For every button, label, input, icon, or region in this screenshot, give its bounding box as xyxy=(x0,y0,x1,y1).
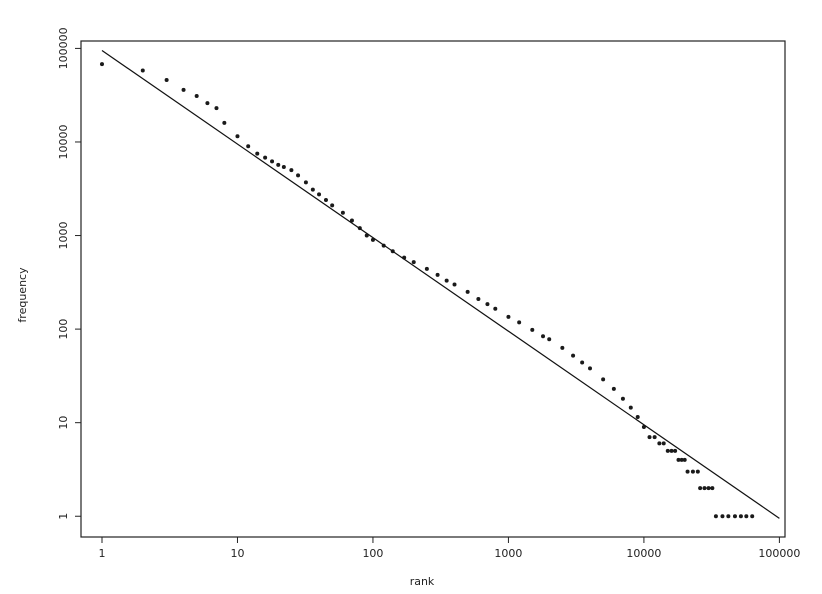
data-point xyxy=(517,320,522,325)
data-point xyxy=(685,469,690,474)
y-tick-label: 10 xyxy=(57,416,70,430)
data-point xyxy=(289,168,294,173)
data-point xyxy=(738,514,743,519)
data-point xyxy=(194,94,199,99)
y-axis-title: frequency xyxy=(16,267,29,323)
data-point xyxy=(235,134,240,139)
data-point xyxy=(732,514,737,519)
data-point xyxy=(726,514,731,519)
data-point xyxy=(485,302,490,307)
data-point xyxy=(698,486,703,491)
data-point xyxy=(246,144,251,149)
y-tick-label: 1000 xyxy=(57,222,70,250)
data-point xyxy=(571,353,576,358)
data-point xyxy=(214,106,219,111)
y-tick-label: 10000 xyxy=(57,124,70,159)
data-point xyxy=(676,457,681,462)
data-point xyxy=(317,192,322,197)
data-point xyxy=(702,486,707,491)
data-point xyxy=(281,165,286,170)
x-tick-label: 1 xyxy=(98,547,105,560)
data-point xyxy=(506,314,511,319)
data-point xyxy=(444,278,449,283)
data-point xyxy=(682,457,687,462)
data-point xyxy=(222,120,227,125)
data-point xyxy=(657,441,662,446)
data-point xyxy=(710,486,715,491)
data-point xyxy=(635,414,640,419)
data-point xyxy=(276,162,281,167)
data-point xyxy=(706,486,711,491)
data-point xyxy=(547,337,552,342)
x-axis-title: rank xyxy=(410,575,435,588)
data-point xyxy=(340,210,345,215)
data-point xyxy=(647,435,652,440)
data-point xyxy=(695,469,700,474)
x-axis: 1 10 100 1000 10000 100000 xyxy=(98,537,800,560)
data-point xyxy=(465,289,470,294)
data-point xyxy=(255,151,260,156)
data-point xyxy=(99,62,104,67)
data-point xyxy=(493,306,498,311)
data-point xyxy=(303,180,308,185)
y-tick-label: 100 xyxy=(57,319,70,340)
x-tick-label: 1000 xyxy=(494,547,522,560)
y-axis: 1 10 100 1000 10000 100000 xyxy=(57,27,81,520)
data-point xyxy=(181,87,186,92)
data-point xyxy=(476,296,481,301)
data-point xyxy=(652,435,657,440)
data-point xyxy=(744,514,749,519)
data-point xyxy=(690,469,695,474)
data-point xyxy=(452,282,457,287)
data-point xyxy=(601,377,606,382)
data-point xyxy=(263,155,268,160)
data-point xyxy=(713,514,718,519)
x-tick-label: 100 xyxy=(362,547,383,560)
data-point xyxy=(750,514,755,519)
data-point xyxy=(673,448,678,453)
data-point xyxy=(661,441,666,446)
data-point xyxy=(411,260,416,265)
data-point xyxy=(435,272,440,277)
data-point xyxy=(310,187,315,192)
data-point xyxy=(620,396,625,401)
data-point xyxy=(541,334,546,339)
data-point xyxy=(587,366,592,371)
x-tick-label: 100000 xyxy=(758,547,800,560)
data-point xyxy=(720,514,725,519)
data-point xyxy=(140,68,145,73)
data-point xyxy=(679,457,684,462)
data-point xyxy=(580,360,585,365)
data-point xyxy=(611,386,616,391)
data-points xyxy=(99,62,755,519)
y-tick-label: 1 xyxy=(57,513,70,520)
y-tick-label: 100000 xyxy=(57,27,70,69)
fit-line xyxy=(101,49,780,519)
data-point xyxy=(205,101,210,106)
data-point xyxy=(669,448,674,453)
data-point xyxy=(628,405,633,410)
data-point xyxy=(323,197,328,202)
data-point xyxy=(330,203,335,208)
x-tick-label: 10000 xyxy=(626,547,661,560)
data-point xyxy=(296,173,301,178)
data-point xyxy=(270,159,275,164)
data-point xyxy=(164,77,169,82)
data-point xyxy=(560,345,565,350)
x-tick-label: 10 xyxy=(230,547,244,560)
data-point xyxy=(665,448,670,453)
plot-frame xyxy=(80,40,786,538)
data-point xyxy=(530,327,535,332)
data-point xyxy=(349,218,354,223)
data-point xyxy=(424,266,429,271)
